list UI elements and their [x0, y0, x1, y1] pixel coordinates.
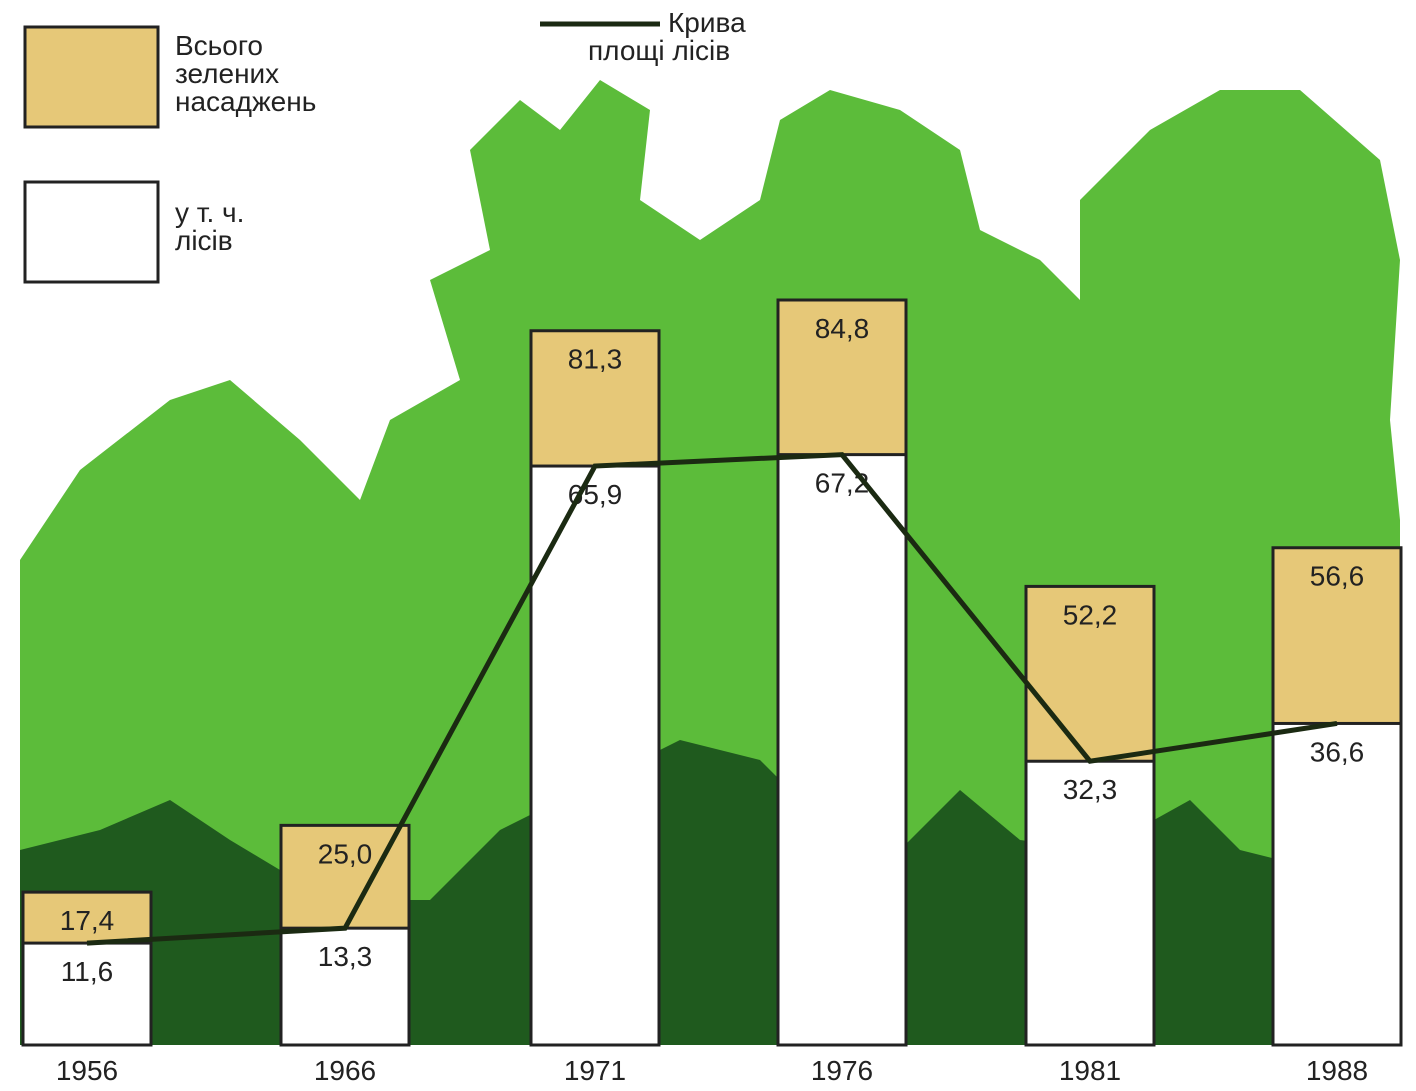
value-label: 56,6 [1310, 561, 1365, 592]
x-tick-label: 1981 [1059, 1055, 1121, 1086]
forest-bar [776, 453, 908, 1047]
value-label: 32,3 [1063, 774, 1118, 805]
value-label: 67,2 [815, 468, 870, 499]
forest-bar [279, 926, 411, 1047]
value-label: 52,2 [1063, 599, 1118, 630]
value-label: 25,0 [318, 838, 373, 869]
x-tick-label: 1976 [811, 1055, 873, 1086]
legend-swatch [23, 180, 160, 284]
x-tick-label: 1971 [564, 1055, 626, 1086]
forest-bar [1271, 721, 1403, 1047]
value-label: 13,3 [318, 941, 373, 972]
x-tick-label: 1966 [314, 1055, 376, 1086]
x-tick-label: 1988 [1306, 1055, 1368, 1086]
legend-swatch [23, 25, 160, 129]
legend: Всього зелених насаджень у т. ч. лісів Крива п… [23, 7, 746, 284]
legend-label: Всього зелених насаджень [175, 30, 316, 117]
plot: 17,411,6195625,013,3196681,365,9197184,8… [21, 298, 1403, 1086]
legend-label: Крива площі лісів [588, 7, 746, 66]
x-tick-label: 1956 [56, 1055, 118, 1086]
value-label: 81,3 [568, 344, 623, 375]
value-label: 84,8 [815, 313, 870, 344]
legend-label: у т. ч. лісів [175, 197, 244, 256]
value-label: 36,6 [1310, 736, 1365, 767]
forest-bar [1024, 759, 1156, 1047]
forest-bar [21, 941, 153, 1047]
forest-curve [86, 452, 1338, 946]
value-label: 17,4 [60, 905, 115, 936]
value-label: 11,6 [61, 956, 113, 987]
